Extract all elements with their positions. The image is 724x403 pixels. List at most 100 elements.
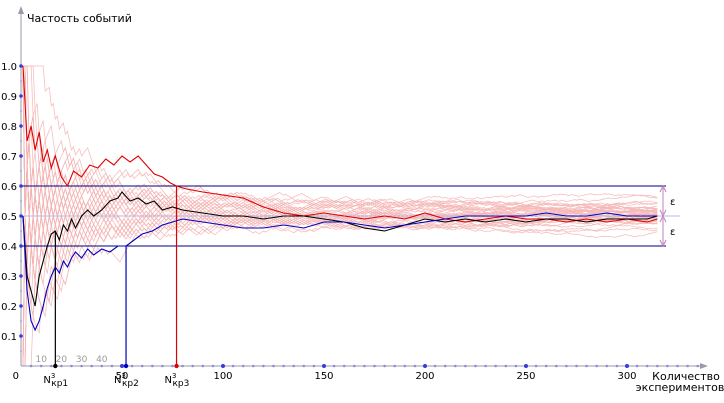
x-minor-dot [292,364,296,368]
y-tick-label: 0.5 [1,212,17,223]
y-tick-label: 0.4 [1,242,17,253]
background-run [22,65,658,233]
y-tick-label: 0.1 [1,332,17,343]
x-minor-dot [696,364,699,368]
x-minor-dot [615,364,619,368]
background-run [22,165,658,367]
y-tick-dot [19,184,23,188]
x-minor-dot [585,364,588,368]
x-minor-dot [433,364,437,368]
x-minor-dot [413,364,417,368]
x-minor-dot [80,364,83,368]
y-minor-dot [20,320,22,322]
y-tick-label: 0.3 [1,272,17,283]
y-tick-dot [19,244,23,248]
y-tick-label: 0.2 [1,302,17,313]
x-minor-dot [140,364,144,368]
x-minor-dot [494,364,498,368]
y-tick-label: 1.0 [1,62,17,73]
x-tick-dot [120,364,124,368]
background-run [22,165,658,367]
x-minor-label: 10 [35,355,47,365]
x-minor-dot [282,364,285,368]
background-run [22,65,658,267]
x-minor-dot [565,364,568,368]
y-tick-label: 0.7 [1,152,17,163]
background-run [23,65,658,268]
x-minor-dot [262,364,265,368]
x-minor-dot [544,364,548,368]
y-tick-dot [19,154,23,158]
x-minor-dot [181,364,184,368]
x-tick-dot [625,364,629,368]
x-minor-dot [605,364,609,368]
x-minor-dot [383,364,386,368]
y-tick-dot [19,124,23,128]
background-run [23,165,658,367]
background-run [22,65,658,267]
x-minor-dot [645,364,649,368]
x-minor-dot [171,364,174,368]
x-tick-dot [524,364,528,368]
background-run [22,65,658,247]
background-run [22,65,658,267]
x-tick-dot [423,364,427,368]
x-tick-label: 200 [415,371,434,382]
background-run [22,65,658,297]
x-minor-dot [443,364,447,368]
y-tick-dot [19,274,23,278]
y-tick-label: 0.8 [1,122,17,133]
x-axis-arrow [700,363,708,369]
critical-point-label: N3 кр1 [43,372,68,389]
x-minor-dot [464,364,467,368]
y-minor-dot [20,110,22,112]
x-minor-dot [29,364,33,368]
background-run [22,140,658,367]
x-minor-dot [332,364,336,368]
y-tick-dot [19,304,23,308]
x-tick-dot [221,364,225,368]
y-minor-dot [20,80,22,82]
y-tick-dot [19,334,23,338]
background-run [23,65,658,217]
y-tick-dot [19,214,23,218]
epsilon-lower-marker-head-bottom [659,239,667,248]
y-tick-dot [19,94,23,98]
x-minor-dot [241,364,245,368]
x-minor-label: 40 [96,355,108,365]
critical-point-dot [174,363,179,369]
x-minor-dot [514,364,518,368]
x-minor-dot [484,364,487,368]
x-minor-dot [656,364,659,368]
x-minor-dot [50,364,53,368]
y-tick-label: 0.9 [1,92,17,103]
x-axis-title-line1: Количество [652,370,720,383]
background-run [23,65,658,216]
x-minor-dot [201,364,205,368]
x-minor-dot [252,364,255,368]
axes: 0.1 0.2 0.3 0.4 0.5 0.6 0.7 0.8 0.9 1.0 0 50 100 150 2… [1,6,708,382]
y-tick-dot [19,64,23,68]
y-tick-label: 0.6 [1,182,17,193]
background-run [22,65,658,240]
critical-point-dot [53,363,58,369]
y-minor-dot [20,350,22,352]
x-minor-label: 30 [76,355,88,365]
background-run [23,65,658,267]
x-minor-dot [90,364,93,368]
critical-point-dot [123,363,129,369]
x-tick-label: 100 [213,371,232,382]
x-minor-dot [635,364,639,368]
y-minor-dot [20,260,22,262]
critical-point-label: N3 кр2 [114,372,139,389]
x-tick-label: 250 [516,371,535,382]
series-group [22,65,658,332]
x-minor-dot [474,364,477,368]
epsilon-lower-marker-head-top [659,214,667,223]
x-minor-dot [211,364,215,368]
y-minor-dot [20,230,22,232]
epsilon-lower-label: ε [670,227,675,238]
x-minor-label: 20 [56,355,68,365]
